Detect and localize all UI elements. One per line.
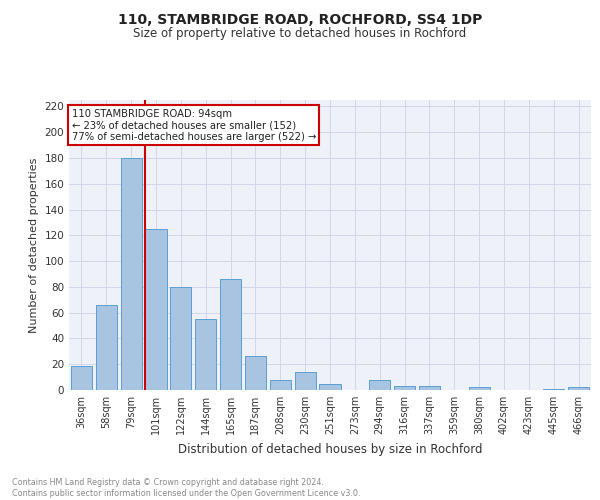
- Text: 110, STAMBRIDGE ROAD, ROCHFORD, SS4 1DP: 110, STAMBRIDGE ROAD, ROCHFORD, SS4 1DP: [118, 12, 482, 26]
- Bar: [145, 229, 167, 390]
- Bar: [568, 388, 589, 390]
- Bar: [295, 372, 316, 390]
- Bar: [419, 386, 440, 390]
- Bar: [394, 386, 415, 390]
- Bar: [220, 279, 241, 390]
- Bar: [195, 319, 216, 390]
- Text: 110 STAMBRIDGE ROAD: 94sqm
← 23% of detached houses are smaller (152)
77% of sem: 110 STAMBRIDGE ROAD: 94sqm ← 23% of deta…: [71, 108, 316, 142]
- Bar: [543, 388, 564, 390]
- Bar: [71, 366, 92, 390]
- Bar: [369, 380, 390, 390]
- Bar: [469, 388, 490, 390]
- Text: Size of property relative to detached houses in Rochford: Size of property relative to detached ho…: [133, 28, 467, 40]
- Y-axis label: Number of detached properties: Number of detached properties: [29, 158, 39, 332]
- Bar: [270, 380, 291, 390]
- Bar: [245, 356, 266, 390]
- Bar: [170, 287, 191, 390]
- X-axis label: Distribution of detached houses by size in Rochford: Distribution of detached houses by size …: [178, 442, 482, 456]
- Bar: [319, 384, 341, 390]
- Text: Contains HM Land Registry data © Crown copyright and database right 2024.
Contai: Contains HM Land Registry data © Crown c…: [12, 478, 361, 498]
- Bar: [121, 158, 142, 390]
- Bar: [96, 305, 117, 390]
